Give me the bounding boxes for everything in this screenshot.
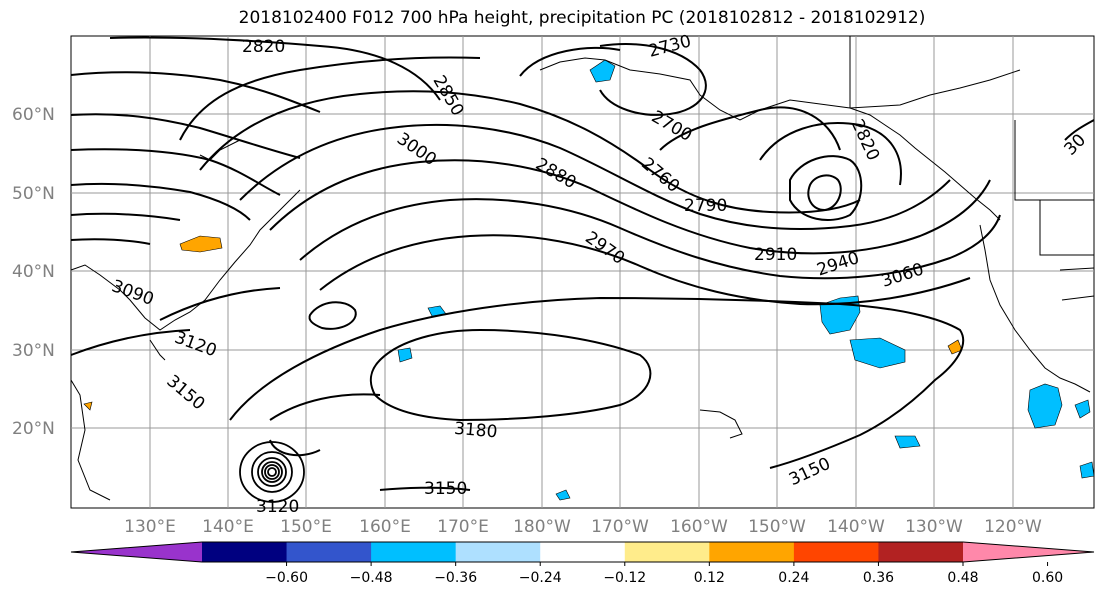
lon-label: 120°W	[984, 517, 1042, 537]
lon-label: 150°W	[748, 517, 806, 537]
lon-label: 140°E	[202, 517, 254, 537]
colorbar-tick-label: −0.24	[519, 570, 562, 586]
colorbar-segment	[878, 542, 964, 562]
lat-label: 60°N	[12, 105, 55, 125]
contour-label: 3120	[256, 497, 299, 517]
colorbar-tick-label: 0.36	[863, 570, 894, 586]
lat-label: 20°N	[12, 419, 55, 439]
colorbar-tick-label: 0.24	[778, 570, 809, 586]
colorbar-tick-label: 0.60	[1032, 570, 1063, 586]
typhoon-rings	[239, 441, 305, 503]
lon-label: 180°W	[513, 517, 571, 537]
colorbar-segment	[540, 542, 626, 562]
lon-label: 130°W	[905, 517, 963, 537]
colorbar-segment	[709, 542, 795, 562]
colorbar-segment	[202, 542, 288, 562]
lat-label: 50°N	[12, 184, 55, 204]
contour-label: 3180	[453, 419, 498, 443]
height-contours	[70, 36, 1095, 491]
contour-label: 2790	[684, 196, 727, 216]
contour-label: 3150	[424, 479, 467, 499]
latitude-labels: 60°N 50°N 40°N 30°N 20°N	[12, 105, 55, 439]
lon-label: 170°E	[437, 517, 489, 537]
colorbar-segment	[371, 542, 457, 562]
lon-label: 140°W	[827, 517, 885, 537]
colorbar-outline	[70, 541, 1095, 563]
lon-label: 150°E	[280, 517, 332, 537]
colorbar-tick-label: −0.12	[603, 570, 646, 586]
graticule	[71, 36, 1094, 508]
colorbar-tick-label: −0.36	[434, 570, 477, 586]
contour-label: 2820	[242, 37, 285, 57]
lat-label: 30°N	[12, 341, 55, 361]
coastlines	[70, 36, 1095, 501]
lon-label: 160°W	[670, 517, 728, 537]
colorbar-extend-high	[963, 542, 1094, 562]
colorbar-tick-label: 0.12	[694, 570, 725, 586]
colorbar-segment	[455, 542, 541, 562]
colorbar: −0.60 −0.48 −0.36 −0.24 −0.12 0.12 0.24 0.36 0.4…	[70, 541, 1095, 586]
lat-label: 40°N	[12, 262, 55, 282]
longitude-labels: 130°E 140°E 150°E 160°E 170°E 180°W 170°…	[124, 517, 1042, 537]
lon-label: 130°E	[124, 517, 176, 537]
contour-label: 2910	[754, 245, 797, 265]
lon-label: 160°E	[359, 517, 411, 537]
colorbar-segment	[793, 542, 879, 562]
colorbar-extend-low	[71, 542, 202, 562]
colorbar-tick-label: −0.60	[265, 570, 308, 586]
map-title: 2018102400 F012 700 hPa height, precipit…	[238, 8, 926, 28]
colorbar-segment	[624, 542, 710, 562]
colorbar-tick-label: −0.48	[350, 570, 393, 586]
colorbar-segment	[286, 542, 372, 562]
map-frame	[70, 35, 1095, 509]
colorbar-tick-label: 0.48	[947, 570, 978, 586]
lon-label: 170°W	[591, 517, 649, 537]
